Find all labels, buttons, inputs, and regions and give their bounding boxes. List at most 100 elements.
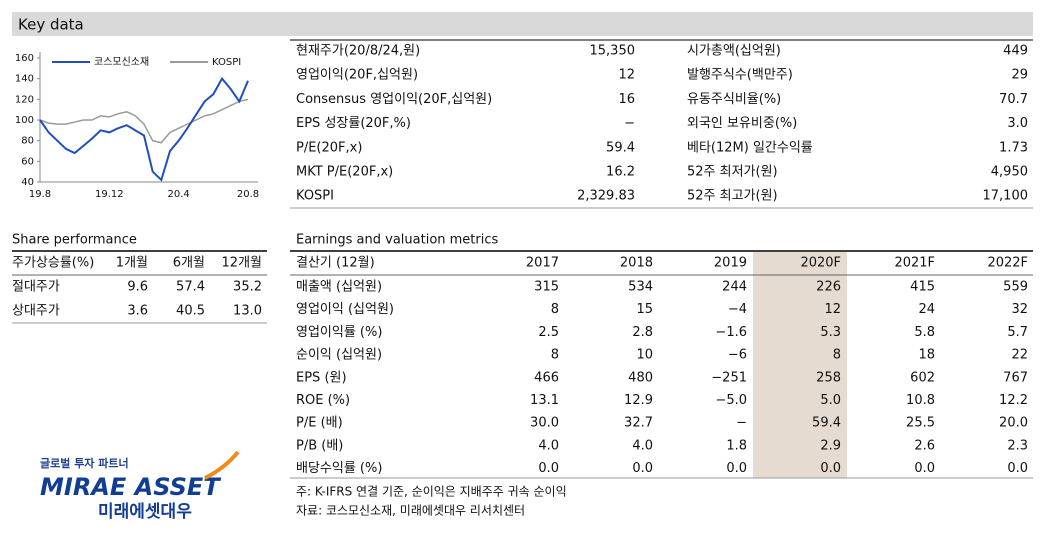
table-cell: 8 [833,348,841,363]
series-line [39,98,249,144]
table-cell: −1.6 [715,325,747,340]
table-cell: 32.7 [624,416,653,431]
table-cell: 8 [551,348,559,363]
table-cell: 상대주가 [12,304,60,319]
key-value: 16 [618,92,635,107]
table-cell: 10.8 [906,393,935,408]
table-cell: 767 [1003,370,1028,385]
logo-korean: 미래에셋대우 [98,502,192,522]
table-cell: 315 [534,280,559,295]
key-value: 3.0 [1007,116,1028,131]
table-cell: 602 [910,370,935,385]
table-cell: 12.2 [999,393,1028,408]
table-cell: 12.9 [624,393,653,408]
key-value: 15,350 [590,44,636,59]
table-header: 2017 [526,256,559,271]
section-title: Earnings and valuation metrics [296,233,499,248]
key-value: 4,950 [991,165,1028,180]
table-cell: 영업이익률 (%) [296,325,382,340]
key-value: − [624,116,635,131]
table-header: 2020F [800,256,841,271]
key-label: 발행주식수(백만주) [687,67,793,83]
table-cell: 0.0 [538,461,559,476]
table-cell: 8 [551,302,559,317]
table-header: 6개월 [173,256,205,271]
key-label: MKT P/E(20F,x) [296,165,393,180]
table-header: 2019 [714,256,747,271]
table-cell: 5.8 [914,325,935,340]
table-cell: 0.0 [820,461,841,476]
y-tick-label: 100 [15,115,34,126]
key-label: 유동주식비율(%) [687,92,781,107]
table-cell: 9.6 [127,280,148,295]
y-tick-label: 160 [15,53,34,64]
table-cell: 32 [1011,302,1028,317]
table-cell: 13.0 [233,304,262,319]
table-header: 주가상승률(%) [12,256,94,271]
legend-label: KOSPI [212,57,241,68]
logo-swoosh [204,450,240,480]
table-header: 2022F [987,256,1028,271]
table-cell: 2.9 [820,438,841,453]
x-tick-label: 20.4 [168,189,190,200]
table-cell: ROE (%) [296,393,350,408]
key-label: Consensus 영업이익(20F,십억원) [296,92,492,107]
table-cell: 2.6 [914,438,935,453]
key-value: 449 [1003,44,1028,59]
key-value: 17,100 [983,189,1029,204]
table-cell: 57.4 [176,280,205,295]
table-cell: 25.5 [906,416,935,431]
table-cell: 2.3 [1007,438,1028,453]
table-cell: 30.0 [530,416,559,431]
table-cell: 절대주가 [12,280,60,295]
y-tick-label: 60 [21,156,34,167]
table-cell: 559 [1003,280,1028,295]
table-cell: 1.8 [726,438,747,453]
legend-label: 코스모신소재 [94,56,149,68]
x-tick-label: 20.8 [237,189,259,200]
y-tick-label: 40 [21,177,34,188]
key-label: 52주 최고가(원) [687,189,778,204]
table-cell: 5.7 [1007,325,1028,340]
table-cell: 13.1 [530,393,559,408]
y-tick-label: 80 [21,136,34,147]
table-cell: 18 [918,348,935,363]
table-header: 결산기 (12월) [296,256,375,271]
table-cell: P/E (배) [296,416,343,431]
key-label: 현재주가(20/8/24,원) [296,44,420,59]
table-cell: 22 [1011,348,1028,363]
table-header: 2018 [620,256,653,271]
table-cell: 10 [636,348,653,363]
table-cell: 5.0 [820,393,841,408]
table-cell: 415 [910,280,935,295]
key-label: EPS 성장률(20F,%) [296,116,411,131]
key-label: 52주 최저가(원) [687,165,778,180]
table-cell: − [736,416,747,431]
table-cell: EPS (원) [296,370,347,385]
table-cell: 40.5 [176,304,205,319]
key-value: 1.73 [999,140,1028,155]
table-header: 1개월 [116,256,148,271]
key-value: 70.7 [999,92,1028,107]
x-tick-label: 19.12 [95,189,124,200]
logo-name: MIRAE ASSET [40,473,221,501]
table-cell: 20.0 [999,416,1028,431]
key-value: 59.4 [606,140,635,155]
table-header: 12개월 [222,256,262,271]
table-header: 2021F [894,256,935,271]
table-cell: 480 [628,370,653,385]
table-cell: 35.2 [233,280,262,295]
header-title: Key data [18,16,84,34]
table-cell: −5.0 [715,393,747,408]
note: 자료: 코스모신소재, 미래에셋대우 리서치센터 [296,504,525,518]
key-label: 시가총액(십억원) [687,44,781,59]
table-cell: 0.0 [726,461,747,476]
key-value: 2,329.83 [577,189,635,204]
x-tick-label: 19.8 [29,189,51,200]
key-label: 영업이익(20F,십억원) [296,68,418,83]
table-cell: 0.0 [632,461,653,476]
table-cell: 226 [816,280,841,295]
table-cell: 244 [722,280,747,295]
key-label: 베타(12M) 일간수익률 [687,140,813,155]
